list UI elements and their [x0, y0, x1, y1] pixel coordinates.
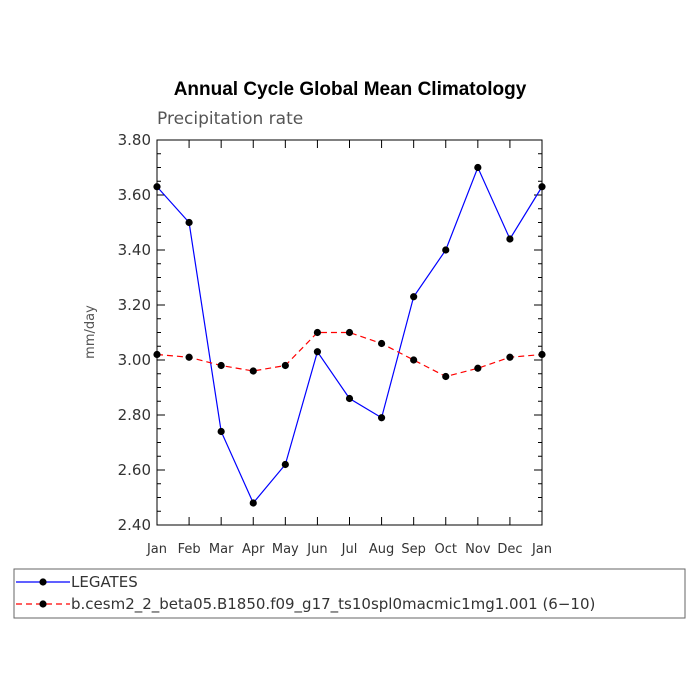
data-point	[313, 328, 322, 337]
legend-marker	[39, 600, 47, 608]
data-point	[474, 163, 482, 172]
y-axis-label: mm/day	[83, 305, 98, 359]
data-point	[345, 394, 354, 403]
data-point	[538, 183, 546, 191]
series-1	[153, 328, 546, 381]
data-point	[442, 246, 450, 254]
legend: LEGATES b.cesm2_2_beta05.B1850.f09_g17_ts…	[16, 573, 595, 614]
data-point	[506, 235, 514, 243]
y-tick-label: 3.00	[118, 351, 151, 369]
x-tick-label: Oct	[435, 542, 457, 557]
data-point	[538, 350, 546, 359]
x-tick-label: Jan	[146, 542, 167, 557]
data-point	[185, 218, 193, 227]
x-tick-label: Aug	[369, 542, 394, 557]
data-point	[281, 361, 289, 370]
data-point	[153, 183, 161, 191]
x-tick-label: Sep	[401, 542, 426, 557]
x-tick-label: Jan	[531, 542, 552, 557]
data-point	[506, 353, 514, 361]
y-tick-label: 3.20	[118, 296, 151, 314]
data-point	[249, 499, 257, 507]
series-line	[156, 331, 543, 378]
data-point	[377, 339, 386, 348]
legend-box	[13, 568, 686, 619]
legend-item-0: LEGATES	[16, 573, 138, 591]
chart-title: Annual Cycle Global Mean Climatology	[174, 79, 527, 100]
data-point	[410, 356, 418, 364]
series-0	[153, 163, 546, 507]
chart-subtitle: Precipitation rate	[157, 109, 303, 129]
data-point	[377, 414, 386, 422]
x-tick-label: Jun	[306, 542, 327, 557]
series-layer	[153, 163, 546, 507]
y-tick-label: 3.40	[118, 241, 151, 259]
x-tick-label: May	[272, 542, 299, 557]
y-tick-label: 2.60	[118, 461, 151, 479]
data-point	[153, 350, 161, 359]
x-tick-label: Mar	[209, 542, 234, 557]
data-point	[410, 293, 418, 301]
axes: 2.40 2.60 2.80 3.00 3.20 3.40 3.60 3.80 Jan Feb Ma…	[118, 131, 552, 557]
data-point	[249, 367, 257, 375]
data-point	[442, 372, 450, 381]
y-tick-label: 3.80	[118, 131, 151, 149]
x-tick-label: Apr	[242, 542, 265, 557]
legend-item-1: b.cesm2_2_beta05.B1850.f09_g17_ts10spl0m…	[16, 595, 595, 614]
data-point	[281, 460, 289, 469]
legend-label: LEGATES	[71, 573, 138, 591]
x-tick-label: Nov	[465, 542, 491, 557]
y-tick-label: 2.80	[118, 406, 151, 424]
data-point	[217, 427, 225, 436]
x-tick-label: Feb	[178, 542, 201, 557]
legend-marker	[39, 578, 47, 586]
y-tick-label: 3.60	[118, 186, 151, 204]
data-point	[185, 353, 193, 361]
legend-label: b.cesm2_2_beta05.B1850.f09_g17_ts10spl0m…	[71, 595, 595, 614]
y-tick-label: 2.40	[118, 516, 151, 534]
data-point	[313, 348, 322, 356]
x-tick-label: Jul	[341, 542, 358, 557]
x-tick-label: Dec	[497, 542, 522, 557]
data-point	[217, 361, 225, 370]
data-point	[345, 328, 354, 337]
data-point	[474, 364, 482, 372]
